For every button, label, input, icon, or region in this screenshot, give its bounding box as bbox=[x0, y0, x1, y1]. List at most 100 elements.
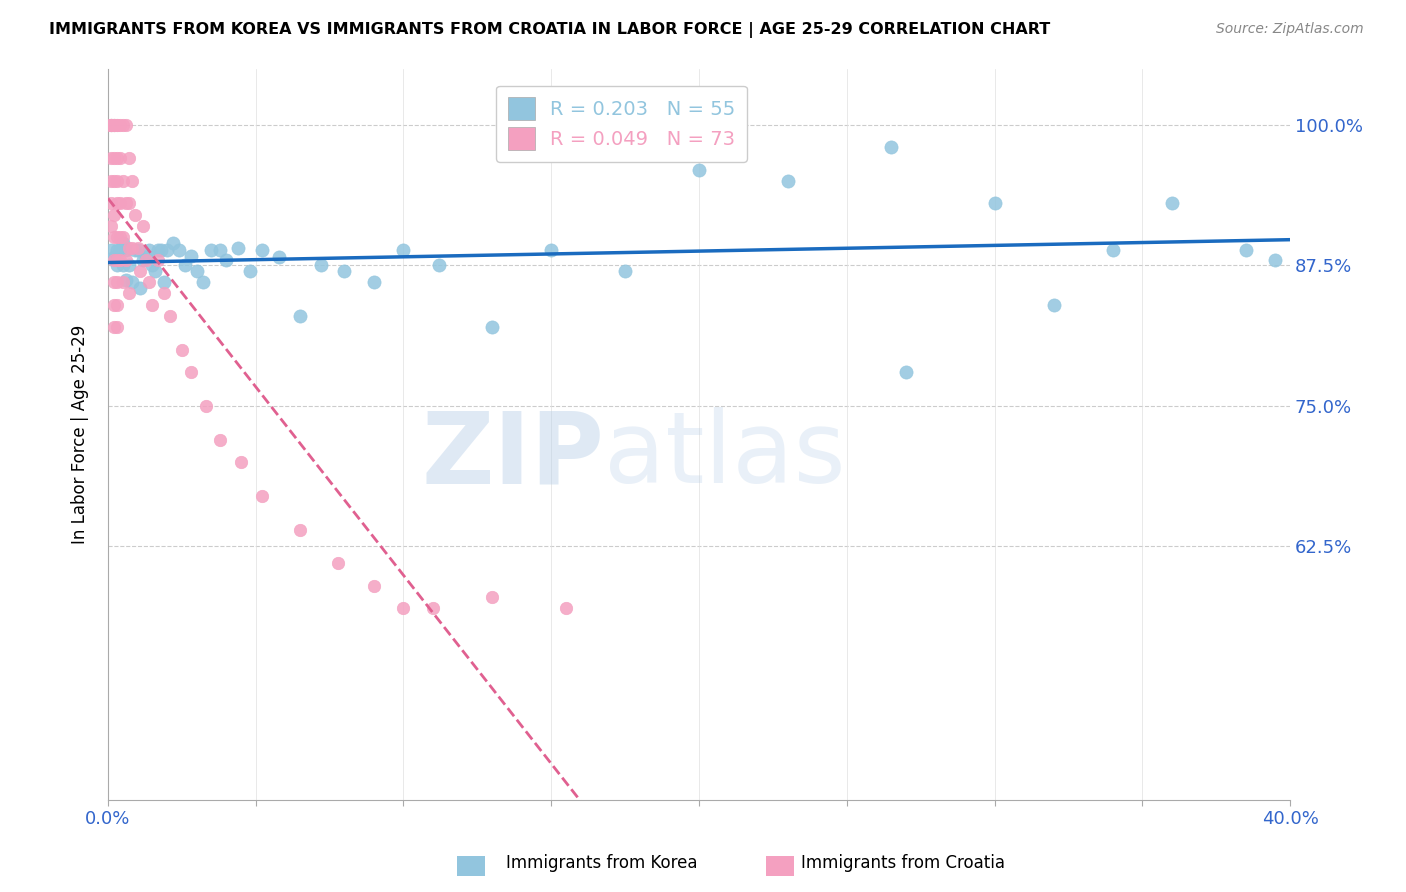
Point bbox=[118, 258, 141, 272]
Point bbox=[180, 365, 202, 379]
Point bbox=[105, 196, 128, 211]
Point bbox=[103, 275, 125, 289]
Point bbox=[121, 242, 143, 256]
Point bbox=[191, 275, 214, 289]
Point bbox=[103, 152, 125, 166]
Text: Immigrants from Korea: Immigrants from Korea bbox=[506, 855, 697, 872]
Point bbox=[105, 275, 128, 289]
Point bbox=[132, 219, 155, 233]
Point bbox=[173, 258, 195, 272]
Point bbox=[118, 242, 141, 256]
Point bbox=[105, 298, 128, 312]
Point bbox=[100, 196, 122, 211]
Point bbox=[108, 152, 131, 166]
Point bbox=[135, 251, 157, 265]
Point bbox=[103, 174, 125, 188]
Point bbox=[200, 243, 222, 257]
Point bbox=[894, 365, 917, 379]
Point bbox=[103, 208, 125, 222]
Point bbox=[103, 118, 125, 132]
Y-axis label: In Labor Force | Age 25-29: In Labor Force | Age 25-29 bbox=[72, 325, 89, 543]
Point bbox=[129, 264, 152, 278]
Point bbox=[103, 251, 125, 265]
Point bbox=[138, 243, 160, 257]
Point bbox=[111, 275, 134, 289]
Point bbox=[481, 590, 503, 604]
Point bbox=[135, 252, 157, 267]
Point bbox=[114, 273, 136, 287]
Point bbox=[108, 230, 131, 244]
Point bbox=[328, 557, 350, 571]
Point bbox=[156, 243, 179, 257]
Point bbox=[118, 152, 141, 166]
Point bbox=[333, 264, 356, 278]
Point bbox=[105, 174, 128, 188]
Point bbox=[100, 243, 122, 257]
Point bbox=[100, 118, 122, 132]
Point bbox=[100, 219, 122, 233]
Point bbox=[100, 152, 122, 166]
Point bbox=[422, 601, 444, 615]
Point bbox=[1264, 252, 1286, 267]
Point bbox=[153, 275, 176, 289]
Point bbox=[111, 258, 134, 272]
Point bbox=[239, 264, 262, 278]
Point bbox=[103, 118, 125, 132]
Point bbox=[229, 455, 252, 469]
Point bbox=[105, 118, 128, 132]
Point bbox=[108, 196, 131, 211]
Point bbox=[481, 320, 503, 334]
Point bbox=[108, 243, 131, 257]
Point bbox=[186, 264, 208, 278]
Point bbox=[100, 118, 122, 132]
Point bbox=[159, 309, 181, 323]
Point bbox=[288, 523, 311, 537]
Point bbox=[363, 579, 385, 593]
Point bbox=[170, 343, 193, 357]
Point bbox=[614, 264, 637, 278]
Point bbox=[148, 252, 170, 267]
Point bbox=[776, 174, 799, 188]
Point bbox=[141, 258, 163, 272]
Point bbox=[105, 152, 128, 166]
Point bbox=[114, 118, 136, 132]
Point bbox=[105, 118, 128, 132]
Point bbox=[121, 275, 143, 289]
Point bbox=[167, 243, 190, 257]
Point bbox=[111, 118, 134, 132]
Point bbox=[121, 174, 143, 188]
Point bbox=[983, 196, 1005, 211]
Text: ZIP: ZIP bbox=[422, 408, 605, 505]
Point bbox=[209, 433, 232, 447]
Point bbox=[118, 286, 141, 301]
Text: Immigrants from Croatia: Immigrants from Croatia bbox=[801, 855, 1005, 872]
Point bbox=[153, 286, 176, 301]
Point bbox=[309, 258, 332, 272]
Point bbox=[141, 298, 163, 312]
Point bbox=[269, 251, 291, 265]
Point bbox=[138, 275, 160, 289]
Point bbox=[688, 162, 710, 177]
Point bbox=[114, 243, 136, 257]
Point bbox=[1101, 243, 1123, 257]
Point bbox=[1160, 196, 1182, 211]
Legend: R = 0.203   N = 55, R = 0.049   N = 73: R = 0.203 N = 55, R = 0.049 N = 73 bbox=[496, 86, 748, 161]
Point bbox=[555, 601, 578, 615]
Point bbox=[105, 320, 128, 334]
Point bbox=[392, 243, 415, 257]
Point bbox=[105, 230, 128, 244]
Point bbox=[880, 140, 903, 154]
Point bbox=[143, 264, 166, 278]
Point bbox=[1042, 298, 1064, 312]
Point bbox=[105, 243, 128, 257]
Point bbox=[392, 601, 415, 615]
Point bbox=[100, 118, 122, 132]
Point bbox=[150, 243, 173, 257]
Point bbox=[103, 298, 125, 312]
Point bbox=[127, 242, 149, 256]
Text: IMMIGRANTS FROM KOREA VS IMMIGRANTS FROM CROATIA IN LABOR FORCE | AGE 25-29 CORR: IMMIGRANTS FROM KOREA VS IMMIGRANTS FROM… bbox=[49, 22, 1050, 38]
Point bbox=[100, 118, 122, 132]
Point bbox=[118, 196, 141, 211]
Point bbox=[103, 118, 125, 132]
Point bbox=[103, 320, 125, 334]
